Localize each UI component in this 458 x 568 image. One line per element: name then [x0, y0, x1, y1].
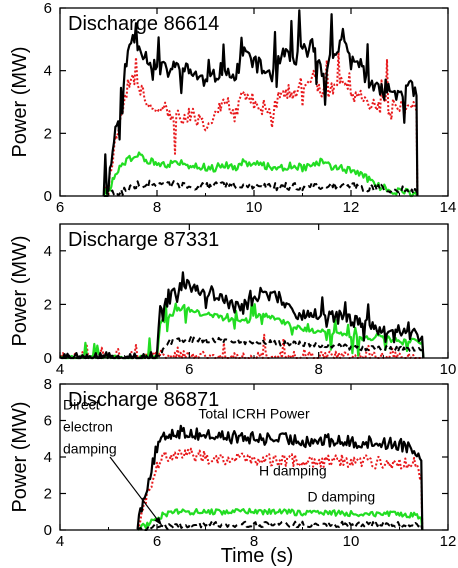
series-h-line: [102, 50, 419, 197]
panel-discharge-86614: 6 8 10 12 14 0 2 4 6 Discharge 86614 Power (MW): [9, 0, 456, 216]
y-tick-label: 6: [44, 413, 52, 430]
panel-discharge-86871: 4 6 8 10 12 0 2 4 6 8 Discharge 86871 Power (MW) Tot…: [9, 376, 456, 550]
y-tick-label: 0: [44, 522, 52, 539]
x-axis-label: Time (s): [221, 545, 294, 567]
x-tick-label: 6: [56, 199, 64, 216]
annotation-label: D damping: [307, 489, 375, 505]
y-tick-label: 2: [44, 296, 52, 313]
x-tick-label: 6: [153, 533, 161, 550]
series-total-line: [136, 424, 424, 531]
annotation-label: Direct: [63, 397, 100, 413]
x-tick-label: 10: [440, 361, 457, 378]
y-tick-label: 4: [44, 243, 52, 260]
series-e-line: [103, 179, 419, 197]
y-tick-label: 4: [44, 63, 52, 80]
y-tick-label: 0: [44, 188, 52, 205]
y-axis-label: Power (MW): [9, 401, 31, 512]
y-tick-label: 8: [44, 376, 52, 393]
annotation-arrowhead: [154, 516, 162, 526]
x-tick-label: 4: [56, 361, 64, 378]
x-tick-label: 4: [56, 533, 64, 550]
x-tick-label: 12: [343, 199, 360, 216]
series-h-line: [136, 447, 424, 531]
panel-title: Discharge 87331: [68, 229, 219, 251]
x-tick-label: 6: [185, 361, 193, 378]
y-tick-label: 4: [44, 449, 52, 466]
x-tick-label: 8: [314, 361, 322, 378]
series-total-line: [102, 9, 419, 197]
series-e-line: [59, 336, 425, 359]
y-tick-label: 6: [44, 0, 52, 17]
y-axis-label: Power (MW): [9, 235, 31, 346]
x-tick-label: 10: [246, 199, 263, 216]
annotation-label: damping: [63, 440, 117, 456]
panel-title: Discharge 86871: [68, 389, 219, 411]
annotation-arrow: [109, 456, 163, 526]
x-tick-label: 12: [440, 533, 457, 550]
annotation-label: H damping: [259, 462, 327, 478]
series-e-line: [136, 520, 424, 531]
y-tick-label: 2: [44, 125, 52, 142]
x-tick-label: 10: [343, 533, 360, 550]
y-tick-label: 0: [44, 350, 52, 367]
y-tick-label: 2: [44, 486, 52, 503]
series-d-line: [136, 507, 424, 531]
x-tick-label: 8: [250, 533, 258, 550]
x-tick-label: 8: [153, 199, 161, 216]
x-tick-label: 14: [440, 199, 457, 216]
panel-discharge-87331: 4 6 8 10 0 2 4 Discharge 87331 Power (MW): [9, 223, 457, 378]
panel-title: Discharge 86614: [68, 13, 219, 35]
annotation-label: electron: [63, 418, 113, 434]
y-axis-label: Power (MW): [9, 46, 31, 157]
series-d-line: [102, 151, 419, 198]
annotation-label: Total ICRH Power: [198, 406, 310, 422]
